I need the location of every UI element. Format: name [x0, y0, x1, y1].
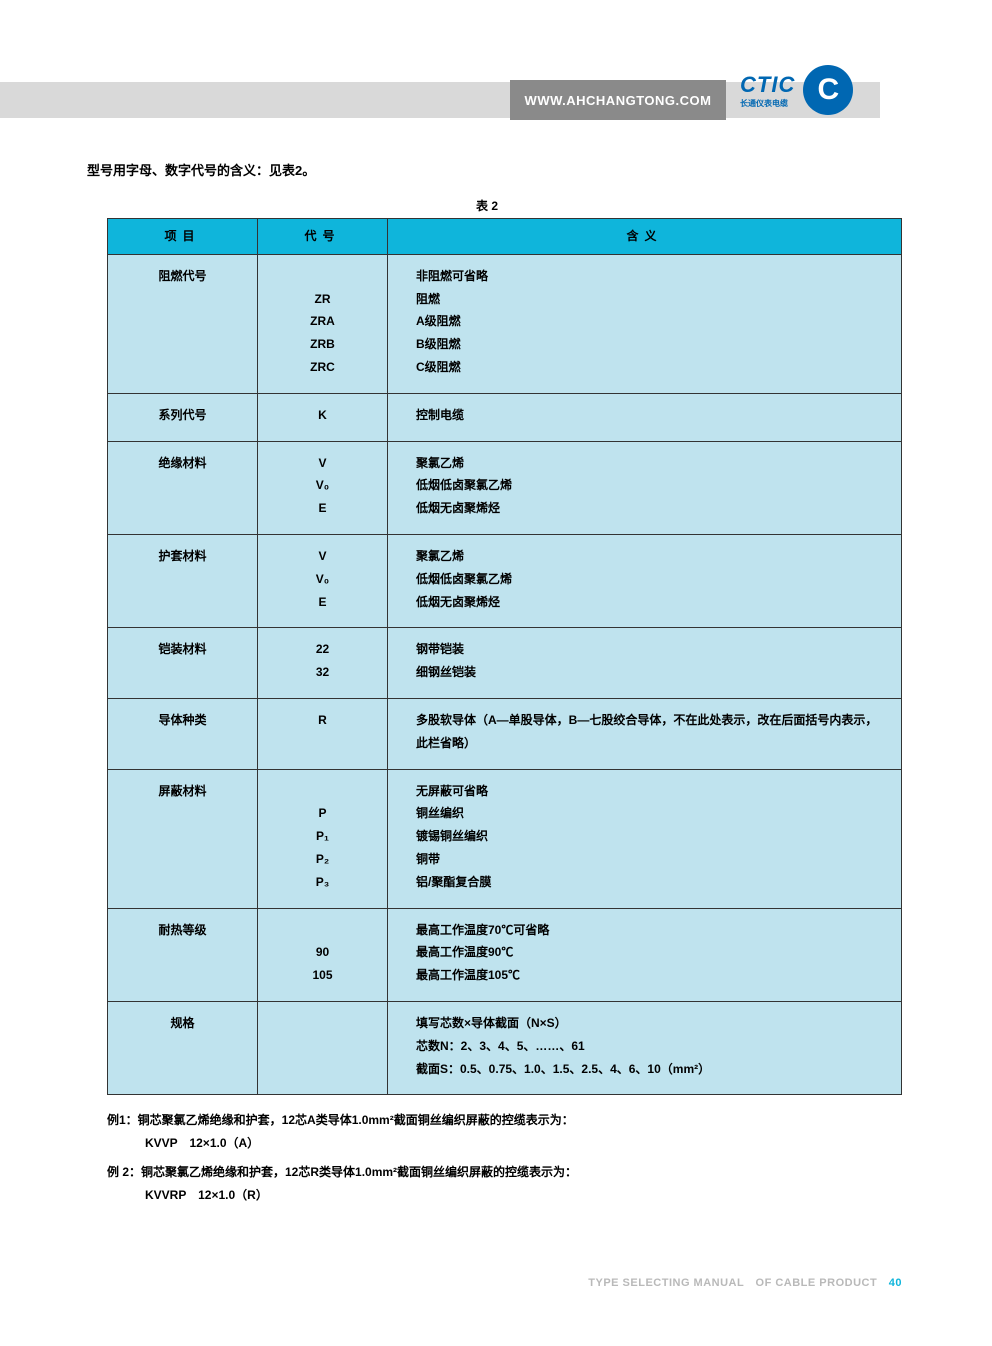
cell-code: K [258, 393, 388, 441]
example-label: 例 2：铜芯聚氯乙烯绝缘和护套，12芯R类导体1.0mm²截面铜丝编织屏蔽的控缆… [107, 1161, 887, 1184]
th-item: 项目 [108, 219, 258, 255]
cell-item: 系列代号 [108, 393, 258, 441]
cell-item: 耐热等级 [108, 908, 258, 1001]
example-code: KVVP 12×1.0（A） [145, 1132, 887, 1155]
section-title: 型号用字母、数字代号的含义：见表2。 [87, 160, 887, 179]
brand-circle-icon: C [803, 65, 853, 115]
table-row: 导体种类R多股软导体（A—单股导体，B—七股绞合导体，不在此处表示，改在后面括号… [108, 698, 902, 769]
cell-meaning: 聚氯乙烯低烟低卤聚氯乙烯低烟无卤聚烯烃 [388, 534, 902, 627]
examples-block: 例1：铜芯聚氯乙烯绝缘和护套，12芯A类导体1.0mm²截面铜丝编织屏蔽的控缆表… [107, 1109, 887, 1206]
cell-code: 90105 [258, 908, 388, 1001]
cell-meaning: 多股软导体（A—单股导体，B—七股绞合导体，不在此处表示，改在后面括号内表示，此… [388, 698, 902, 769]
brand-text: CTIC [740, 72, 795, 98]
cell-item: 导体种类 [108, 698, 258, 769]
cell-meaning: 填写芯数×导体截面（N×S）芯数N：2、3、4、5、……、61截面S：0.5、0… [388, 1001, 902, 1094]
cell-meaning: 无屏蔽可省略铜丝编织镀锡铜丝编织铜带铝/聚酯复合膜 [388, 769, 902, 908]
brand-logo: CTIC 长通仪表电缆 C [740, 60, 890, 120]
table-header-row: 项目 代号 含义 [108, 219, 902, 255]
th-meaning: 含义 [388, 219, 902, 255]
brand-subtitle: 长通仪表电缆 [740, 98, 795, 109]
table-row: 护套材料VV₀E聚氯乙烯低烟低卤聚氯乙烯低烟无卤聚烯烃 [108, 534, 902, 627]
cell-meaning: 控制电缆 [388, 393, 902, 441]
cell-item: 阻燃代号 [108, 254, 258, 393]
table-row: 系列代号K控制电缆 [108, 393, 902, 441]
cell-item: 铠装材料 [108, 628, 258, 699]
cell-item: 规格 [108, 1001, 258, 1094]
table-row: 耐热等级 90105最高工作温度70℃可省略最高工作温度90℃最高工作温度105… [108, 908, 902, 1001]
table-row: 阻燃代号 ZRZRAZRBZRC非阻燃可省略阻燃A级阻燃B级阻燃C级阻燃 [108, 254, 902, 393]
cell-meaning: 聚氯乙烯低烟低卤聚氯乙烯低烟无卤聚烯烃 [388, 441, 902, 534]
cell-code: R [258, 698, 388, 769]
cell-item: 屏蔽材料 [108, 769, 258, 908]
cell-item: 护套材料 [108, 534, 258, 627]
cell-code: VV₀E [258, 441, 388, 534]
table-row: 规格 填写芯数×导体截面（N×S）芯数N：2、3、4、5、……、61截面S：0.… [108, 1001, 902, 1094]
cell-code [258, 1001, 388, 1094]
footer-text: TYPE SELECTING MANUAL OF CABLE PRODUCT [588, 1277, 877, 1289]
table-caption: 表 2 [87, 197, 887, 214]
cell-item: 绝缘材料 [108, 441, 258, 534]
cell-meaning: 最高工作温度70℃可省略最高工作温度90℃最高工作温度105℃ [388, 908, 902, 1001]
cell-meaning: 非阻燃可省略阻燃A级阻燃B级阻燃C级阻燃 [388, 254, 902, 393]
cell-meaning: 钢带铠装细钢丝铠装 [388, 628, 902, 699]
table-row: 绝缘材料VV₀E聚氯乙烯低烟低卤聚氯乙烯低烟无卤聚烯烃 [108, 441, 902, 534]
example-code: KVVRP 12×1.0（R） [145, 1184, 887, 1207]
cell-code: VV₀E [258, 534, 388, 627]
th-code: 代号 [258, 219, 388, 255]
page-footer: TYPE SELECTING MANUAL OF CABLE PRODUCT 4… [0, 1274, 992, 1290]
header-url: WWW.AHCHANGTONG.COM [510, 80, 726, 120]
cell-code: ZRZRAZRBZRC [258, 254, 388, 393]
codes-table: 项目 代号 含义 阻燃代号 ZRZRAZRBZRC非阻燃可省略阻燃A级阻燃B级阻… [107, 218, 902, 1095]
table-row: 屏蔽材料 PP₁P₂P₃无屏蔽可省略铜丝编织镀锡铜丝编织铜带铝/聚酯复合膜 [108, 769, 902, 908]
cell-code: PP₁P₂P₃ [258, 769, 388, 908]
cell-code: 2232 [258, 628, 388, 699]
page-content: 型号用字母、数字代号的含义：见表2。 表 2 项目 代号 含义 阻燃代号 ZRZ… [87, 160, 887, 1213]
table-row: 铠装材料2232钢带铠装细钢丝铠装 [108, 628, 902, 699]
page-number: 40 [889, 1277, 902, 1289]
example-label: 例1：铜芯聚氯乙烯绝缘和护套，12芯A类导体1.0mm²截面铜丝编织屏蔽的控缆表… [107, 1109, 887, 1132]
